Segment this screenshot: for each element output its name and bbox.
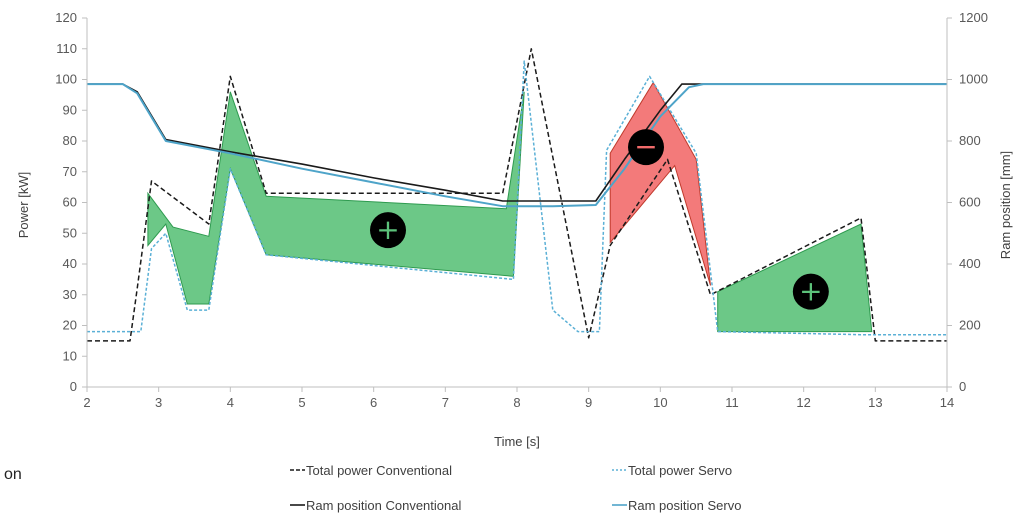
- x-tick-label: 6: [370, 395, 377, 410]
- y-tick-label-left: 90: [63, 102, 77, 117]
- y-tick-label-left: 10: [63, 348, 77, 363]
- y-tick-label-left: 50: [63, 225, 77, 240]
- y-tick-label-right: 200: [959, 318, 981, 333]
- x-tick-label: 11: [725, 395, 739, 410]
- series-power-servo: [87, 60, 947, 336]
- y-axis-title-left: Power [kW]: [16, 172, 31, 238]
- gain-marker-2: +: [792, 273, 829, 310]
- y-tick-label-right: 800: [959, 133, 981, 148]
- y-tick-label-right: 1200: [959, 10, 988, 25]
- gain-marker-0: +: [370, 212, 406, 249]
- x-axis-title: Time [s]: [494, 434, 540, 449]
- x-tick-label: 7: [442, 395, 449, 410]
- legend-label-ram-servo: Ram position Servo: [628, 498, 741, 513]
- legend-label-ram-conventional: Ram position Conventional: [306, 498, 461, 513]
- y-tick-label-right: 400: [959, 256, 981, 271]
- axes: 2 3 4 5 6 7 8 9 10 11 12 13 14 0 10 20 30 40 50 60 70 80 90 100…: [55, 10, 988, 410]
- marker-circle-2: [792, 273, 829, 310]
- y-tick-label-left: 120: [55, 10, 77, 25]
- marker-circle-0: [370, 212, 406, 249]
- series-ram-servo: [87, 83, 947, 208]
- y-tick-label-right: 0: [959, 379, 966, 394]
- x-tick-label: 14: [940, 395, 954, 410]
- legend-label-power-conventional: Total power Conventional: [306, 463, 452, 478]
- series-power-conventional: [87, 48, 947, 342]
- y-tick-label-right: 600: [959, 195, 981, 210]
- y-tick-label-left: 110: [56, 41, 77, 56]
- x-tick-label: 9: [585, 395, 592, 410]
- region-markers: + − +: [370, 129, 829, 310]
- loss-region-1: [609, 81, 711, 286]
- y-tick-label-left: 80: [63, 133, 77, 148]
- marker-sign-0: +: [376, 213, 399, 246]
- series-lines: [87, 48, 947, 342]
- x-tick-label: 8: [513, 395, 520, 410]
- y-axis-title-right: Ram position [mm]: [998, 151, 1013, 259]
- y-tick-label-left: 30: [63, 287, 77, 302]
- y-tick-label-left: 40: [63, 256, 77, 271]
- legend-label-power-servo: Total power Servo: [628, 463, 732, 478]
- y-tick-label-left: 0: [70, 379, 77, 394]
- marker-sign-2: +: [799, 275, 822, 308]
- y-tick-label-left: 60: [63, 195, 77, 210]
- marker-sign-1: −: [634, 130, 657, 163]
- x-tick-label: 12: [796, 395, 810, 410]
- gain-region-2: [717, 223, 873, 333]
- loss-marker-1: −: [628, 129, 664, 166]
- marker-circle-1: [628, 129, 664, 166]
- x-tick-label: 4: [227, 395, 234, 410]
- y-tick-label-left: 100: [55, 72, 77, 87]
- y-tick-label-right: 1000: [959, 72, 988, 87]
- x-tick-label: 3: [155, 395, 162, 410]
- y-tick-label-left: 20: [63, 318, 77, 333]
- x-tick-label: 10: [653, 395, 667, 410]
- x-tick-label: 13: [868, 395, 882, 410]
- x-tick-label: 5: [298, 395, 305, 410]
- y-tick-label-left: 70: [63, 164, 77, 179]
- legend: Total power Conventional Total power Ser…: [290, 463, 741, 513]
- x-tick-label: 2: [83, 395, 90, 410]
- gain-region-0: [147, 91, 525, 305]
- cropped-caption-fragment: on: [4, 466, 22, 483]
